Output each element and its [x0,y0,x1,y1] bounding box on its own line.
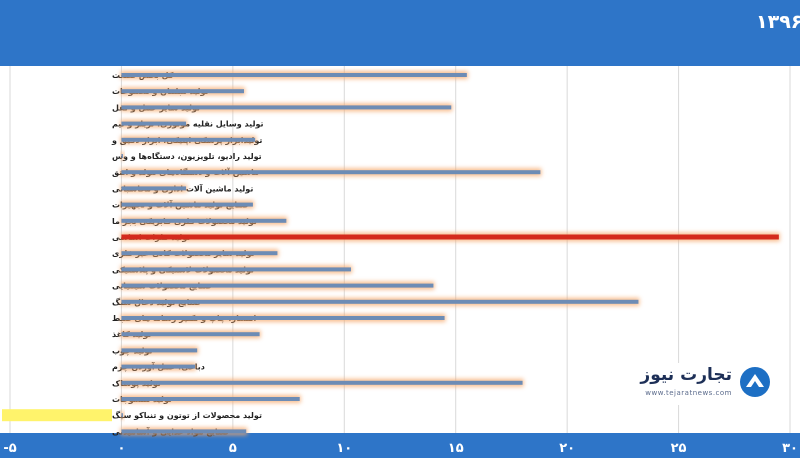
bar [121,316,445,320]
bar [121,170,541,175]
bar [121,154,123,158]
bar [121,218,287,223]
x-tick-label: ۳۰ [782,441,798,456]
watermark-url: www.tejaratnews.com [645,389,732,397]
bar [121,89,244,94]
chart-title: نرخ تورم سالانه کل بخش صنعت و زیر بخش‌ها… [756,9,800,33]
bar [121,234,779,240]
x-tick-label: -۵ [3,441,16,456]
bar [121,283,434,288]
bar [121,348,198,353]
bar [121,202,253,207]
x-axis-band [0,433,800,458]
bar [121,429,247,434]
bar [121,251,278,256]
bar [121,267,351,272]
x-tick-label: ۱۰ [336,441,352,456]
bar [121,413,123,418]
x-tick-label: ۲۵ [671,441,687,456]
bar [121,137,256,142]
x-tick-label: ۰ [117,441,125,456]
x-tick-label: ۲۰ [559,441,575,456]
category-label: تولید وسایل نقلیه موتوری، تریلر و نیم [112,120,263,129]
title-band [0,0,800,66]
bar [121,332,260,337]
bar [121,73,467,77]
x-tick-label: ۵ [229,441,237,456]
bar [121,364,195,369]
bars [120,71,780,436]
watermark-brand: تجارت نیوز [640,365,732,385]
bar [121,380,523,385]
tejarat-news-logo-icon [740,367,770,397]
category-label: تولید محصولات از توتون و تنباکو سیگ [112,410,262,420]
x-tick-labels: -۵ ۰ ۵ ۱۰ ۱۵ ۲۰ ۲۵ ۳۰ [3,441,798,456]
x-tick-label: ۱۵ [448,441,464,456]
bar [121,121,187,126]
category-label: تولید رادیو، تلویزیون، دستگاه‌ها و وس [112,151,262,162]
bar [121,299,639,304]
bar [121,105,452,110]
watermark-logo: تجارت نیوز www.tejaratnews.com [624,363,776,405]
bar [121,397,300,401]
bar [121,186,187,191]
category-label-highlight [2,409,112,422]
